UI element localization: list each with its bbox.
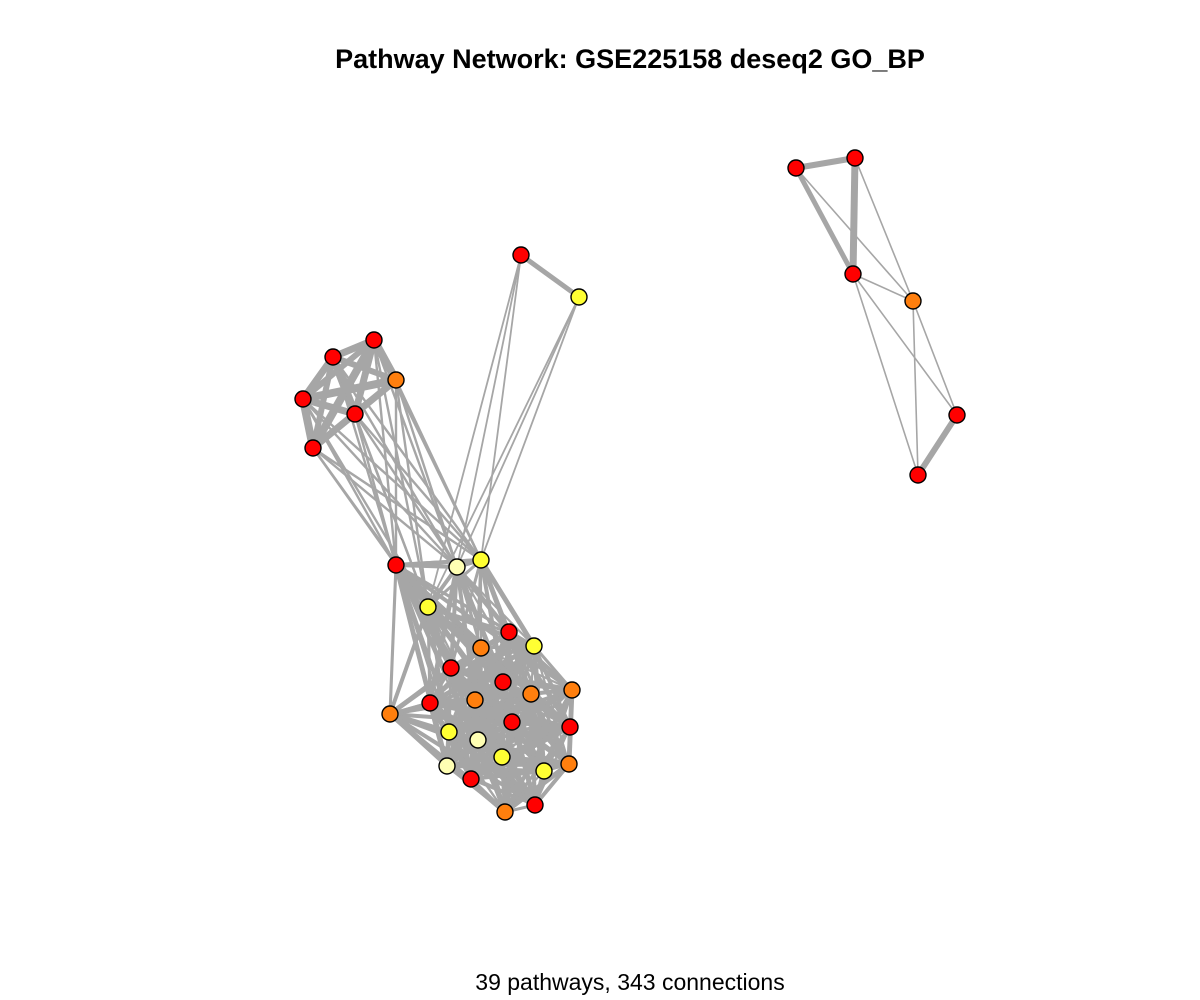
pathway-node bbox=[381, 705, 399, 723]
pathway-node bbox=[535, 762, 553, 780]
pathway-node bbox=[304, 439, 322, 457]
figure-title: Pathway Network: GSE225158 deseq2 GO_BP bbox=[335, 44, 925, 74]
pathway-node bbox=[494, 673, 512, 691]
pathway-node bbox=[493, 748, 511, 766]
network-edge bbox=[455, 565, 536, 648]
network-edge bbox=[299, 376, 400, 403]
pathway-node bbox=[442, 659, 460, 677]
network-edge bbox=[502, 761, 572, 815]
network-edge bbox=[311, 446, 459, 569]
network-edge bbox=[912, 300, 919, 476]
pathway-node bbox=[419, 598, 437, 616]
network-edge bbox=[480, 296, 580, 561]
network-edge bbox=[501, 680, 574, 692]
pathway-node bbox=[324, 348, 342, 366]
pathway-node bbox=[472, 639, 490, 657]
figure-caption: 39 pathways, 343 connections bbox=[475, 969, 785, 995]
pathway-node bbox=[500, 623, 518, 641]
network-edge bbox=[311, 446, 483, 562]
pathway-node bbox=[904, 292, 922, 310]
network-edge bbox=[480, 254, 522, 561]
pathway-node bbox=[909, 466, 927, 484]
network-edge bbox=[310, 411, 358, 451]
network-edge bbox=[394, 558, 483, 567]
network-edge bbox=[449, 558, 483, 670]
network-edge bbox=[476, 725, 572, 742]
pathway-node bbox=[387, 556, 405, 574]
pathway-node bbox=[787, 159, 805, 177]
pathway-node bbox=[472, 551, 490, 569]
pathway-node bbox=[466, 691, 484, 709]
pathway-node bbox=[503, 713, 521, 731]
pathway-node bbox=[346, 405, 364, 423]
network-edge bbox=[793, 155, 858, 171]
network-edge bbox=[388, 666, 453, 716]
pathway-node bbox=[448, 558, 466, 576]
pathway-node bbox=[421, 694, 439, 712]
network-edge bbox=[426, 558, 483, 609]
network-edge bbox=[394, 378, 483, 562]
network-edge bbox=[532, 644, 574, 692]
network-edge bbox=[454, 564, 512, 635]
pathway-node bbox=[438, 757, 456, 775]
pathway-node bbox=[365, 331, 383, 349]
pathway-node bbox=[844, 265, 862, 283]
network-edge bbox=[299, 395, 359, 418]
pathway-node bbox=[469, 731, 487, 749]
edge-layer bbox=[299, 154, 960, 815]
pathway-node bbox=[387, 371, 405, 389]
network-edge bbox=[915, 412, 960, 478]
network-edge bbox=[469, 762, 571, 781]
pathway-node bbox=[294, 390, 312, 408]
network-edge bbox=[912, 300, 958, 416]
network-edge bbox=[394, 378, 430, 609]
pathway-node bbox=[512, 246, 530, 264]
network-edge bbox=[479, 646, 574, 692]
network-edge bbox=[301, 397, 483, 562]
node-layer bbox=[294, 149, 966, 821]
network-edge bbox=[456, 254, 522, 568]
network-edge bbox=[447, 730, 507, 814]
pathway-node bbox=[561, 718, 579, 736]
network-edge bbox=[388, 605, 430, 716]
network-edge bbox=[353, 412, 459, 569]
pathway-node bbox=[560, 755, 578, 773]
pathway-node bbox=[440, 723, 458, 741]
network-edge bbox=[353, 412, 483, 562]
pathway-node bbox=[496, 803, 514, 821]
network-edge bbox=[518, 252, 582, 300]
network-edge bbox=[852, 273, 919, 476]
pathway-node bbox=[525, 637, 543, 655]
pathway-node bbox=[462, 770, 480, 788]
pathway-node bbox=[522, 685, 540, 703]
network-edge bbox=[353, 412, 430, 609]
network-edge bbox=[852, 273, 914, 302]
network-edge bbox=[456, 296, 580, 568]
network-edge bbox=[852, 273, 958, 416]
network-edge bbox=[854, 157, 914, 302]
network-edge bbox=[793, 165, 856, 277]
pathway-node bbox=[846, 149, 864, 167]
network-edge bbox=[388, 563, 398, 716]
pathway-node bbox=[526, 796, 544, 814]
network-edge bbox=[478, 557, 537, 649]
network-edge bbox=[372, 338, 398, 567]
network-edge bbox=[469, 777, 537, 807]
network-edge bbox=[330, 354, 399, 383]
network-edge bbox=[427, 700, 573, 730]
pathway-node bbox=[570, 288, 588, 306]
pathway-node bbox=[563, 681, 581, 699]
network-edge bbox=[849, 154, 859, 278]
pathway-node bbox=[948, 406, 966, 424]
network-edge bbox=[795, 167, 914, 302]
